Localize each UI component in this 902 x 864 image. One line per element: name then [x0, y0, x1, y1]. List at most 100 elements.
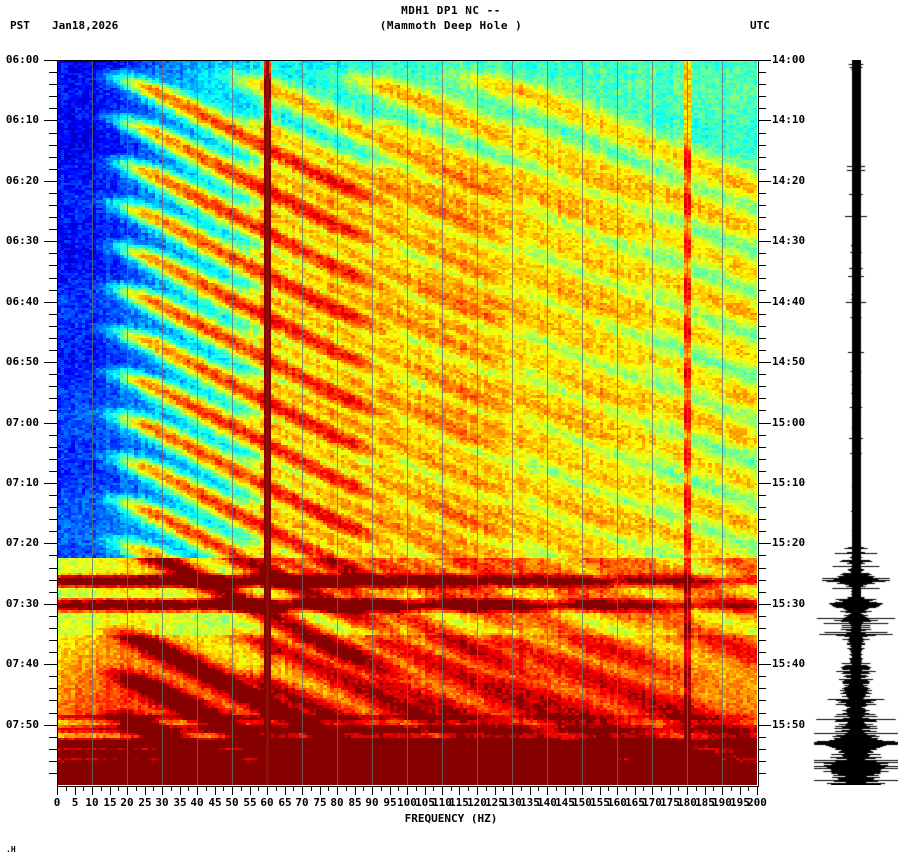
y-axis-minor-tick-left [49, 374, 57, 375]
y-axis-major-tick-right [758, 664, 771, 665]
y-axis-minor-tick-left [49, 84, 57, 85]
y-axis-minor-tick-left [49, 688, 57, 689]
x-axis-label: 5 [71, 796, 79, 809]
x-axis-label: 145 [555, 796, 575, 809]
x-axis-label: 105 [415, 796, 435, 809]
y-axis-minor-tick-right [758, 700, 766, 701]
y-axis-minor-tick-right [758, 580, 766, 581]
x-axis-label: 155 [590, 796, 610, 809]
y-axis-minor-tick-left [49, 761, 57, 762]
y-axis-minor-tick-right [758, 737, 766, 738]
y-axis-minor-tick-left [49, 96, 57, 97]
y-axis-minor-tick-right [758, 652, 766, 653]
x-axis-major-tick [740, 786, 741, 795]
x-axis-label: 30 [155, 796, 169, 809]
y-axis-minor-tick-left [49, 471, 57, 472]
x-axis-label: 170 [642, 796, 662, 809]
x-axis-label: 35 [173, 796, 187, 809]
y-axis-minor-tick-right [758, 773, 766, 774]
y-axis-major-tick-right [758, 181, 771, 182]
y-axis-major-tick-left [44, 181, 57, 182]
x-axis-label: 95 [383, 796, 397, 809]
y-axis-minor-tick-right [758, 555, 766, 556]
y-axis-minor-tick-left [49, 507, 57, 508]
x-axis-major-tick [425, 786, 426, 795]
spectrogram-canvas [57, 60, 757, 785]
y-axis-minor-tick-left [49, 386, 57, 387]
x-axis-major-tick [127, 786, 128, 795]
y-axis-minor-tick-right [758, 169, 766, 170]
x-axis-label: 110 [432, 796, 452, 809]
y-axis-label-pst: 07:00 [5, 416, 39, 429]
x-axis-major-tick [565, 786, 566, 795]
x-axis-minor-tick [171, 786, 172, 791]
x-axis-major-tick [617, 786, 618, 795]
y-axis-minor-tick-left [49, 592, 57, 593]
y-axis-minor-tick-left [49, 700, 57, 701]
x-axis-minor-tick [696, 786, 697, 791]
x-axis-major-tick [180, 786, 181, 795]
x-axis-minor-tick [346, 786, 347, 791]
x-axis-minor-tick [451, 786, 452, 791]
y-axis-minor-tick-left [49, 628, 57, 629]
x-axis-label: 0 [53, 796, 61, 809]
x-axis-major-tick [57, 786, 58, 795]
y-axis-minor-tick-right [758, 628, 766, 629]
y-axis-label-pst: 07:40 [5, 657, 39, 670]
x-axis-major-tick [530, 786, 531, 795]
y-axis-minor-tick-left [49, 157, 57, 158]
y-axis-label-pst: 06:20 [5, 174, 39, 187]
y-axis-minor-tick-right [758, 713, 766, 714]
y-axis-label-utc: 14:30 [772, 234, 806, 247]
spectrogram-plot[interactable] [57, 60, 757, 785]
x-axis-minor-tick [538, 786, 539, 791]
x-axis-label: 165 [625, 796, 645, 809]
y-axis-minor-tick-right [758, 495, 766, 496]
y-axis-minor-tick-left [49, 265, 57, 266]
y-axis-minor-tick-right [758, 326, 766, 327]
x-axis-major-tick [355, 786, 356, 795]
x-axis-major-tick [302, 786, 303, 795]
x-axis-label: 140 [537, 796, 557, 809]
y-axis-label-pst: 07:10 [5, 476, 39, 489]
x-axis-major-tick [162, 786, 163, 795]
y-axis-minor-tick-left [49, 193, 57, 194]
y-axis-major-tick-left [44, 664, 57, 665]
y-axis-major-tick-right [758, 302, 771, 303]
x-axis-minor-tick [468, 786, 469, 791]
y-axis-label-utc: 14:10 [772, 113, 806, 126]
x-axis-label: 175 [660, 796, 680, 809]
y-axis-minor-tick-left [49, 338, 57, 339]
y-axis-minor-tick-right [758, 688, 766, 689]
y-axis-minor-tick-left [49, 676, 57, 677]
x-axis-minor-tick [608, 786, 609, 791]
x-axis-major-tick [477, 786, 478, 795]
y-axis-major-tick-left [44, 302, 57, 303]
x-axis-major-tick [407, 786, 408, 795]
y-axis-minor-tick-right [758, 507, 766, 508]
y-axis-label-pst: 06:40 [5, 295, 39, 308]
x-axis-label: 75 [313, 796, 327, 809]
y-axis-minor-tick-left [49, 350, 57, 351]
x-axis-minor-tick [556, 786, 557, 791]
y-axis-major-tick-left [44, 120, 57, 121]
x-axis-label: 10 [85, 796, 99, 809]
y-axis-minor-tick-right [758, 253, 766, 254]
x-axis-major-tick [285, 786, 286, 795]
y-axis-minor-tick-right [758, 531, 766, 532]
y-axis-minor-tick-left [49, 447, 57, 448]
x-axis-label: 180 [677, 796, 697, 809]
waveform-plot [812, 60, 898, 785]
y-axis-minor-tick-right [758, 290, 766, 291]
x-axis-major-tick [459, 786, 460, 795]
y-axis-major-tick-right [758, 362, 771, 363]
x-axis-major-tick [547, 786, 548, 795]
y-axis-minor-tick-left [49, 290, 57, 291]
y-axis-minor-tick-right [758, 314, 766, 315]
x-axis-minor-tick [573, 786, 574, 791]
y-axis-minor-tick-right [758, 133, 766, 134]
station-name-title: (Mammoth Deep Hole ) [379, 19, 523, 32]
x-axis-label: 70 [295, 796, 309, 809]
x-axis-label: 60 [260, 796, 274, 809]
x-axis-minor-tick [258, 786, 259, 791]
